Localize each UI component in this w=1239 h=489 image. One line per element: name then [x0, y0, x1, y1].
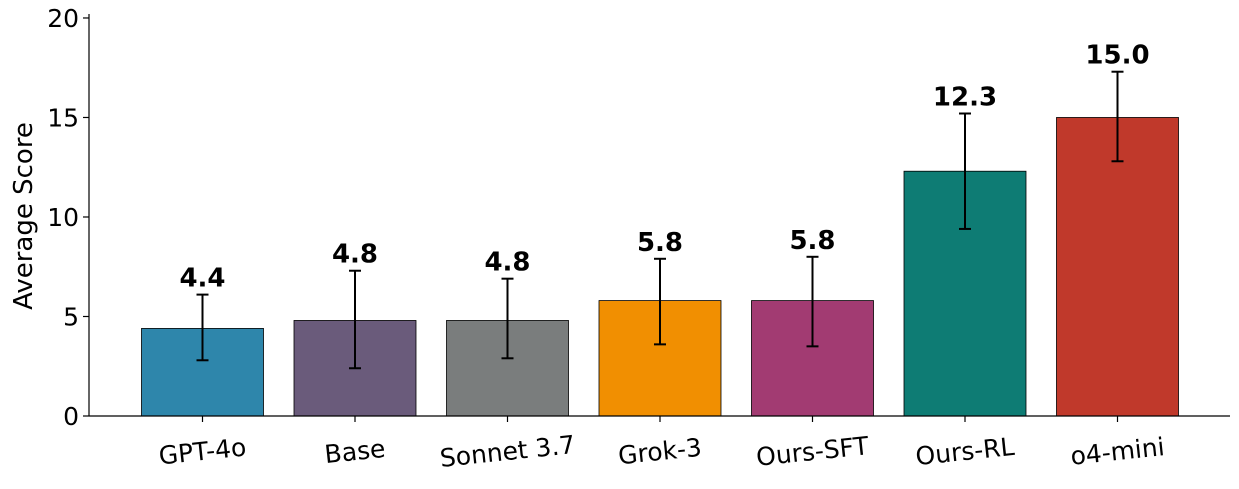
- y-tick-label: 20: [47, 4, 79, 33]
- error-bar: [806, 255, 819, 348]
- error-bar: [196, 293, 209, 362]
- x-tick-label: Grok-3: [617, 433, 703, 471]
- x-tick-label: Ours-RL: [914, 432, 1016, 471]
- y-tick-label: 10: [47, 203, 79, 232]
- x-tick-label: Base: [323, 434, 387, 469]
- x-tick-label: o4-mini: [1069, 432, 1166, 471]
- value-label: 15.0: [1085, 41, 1149, 71]
- error-bar: [959, 112, 971, 230]
- error-bar: [501, 277, 514, 360]
- x-tick-label: Ours-SFT: [755, 431, 871, 472]
- value-label: 5.8: [637, 228, 683, 258]
- y-tick-label: 0: [63, 402, 79, 431]
- y-tick-label: 5: [63, 302, 79, 331]
- error-bar: [349, 269, 361, 370]
- x-tick-label: Sonnet 3.7: [438, 430, 576, 473]
- value-label: 4.4: [179, 264, 225, 294]
- error-bar: [654, 257, 666, 346]
- value-label: 4.8: [332, 240, 378, 270]
- value-label: 4.8: [484, 248, 530, 278]
- x-tick-label: GPT-4o: [157, 433, 247, 471]
- value-label: 12.3: [933, 83, 997, 113]
- error-bar: [1111, 70, 1124, 163]
- bar-o4-mini: [1056, 117, 1179, 417]
- y-tick-label: 15: [47, 103, 79, 132]
- y-axis-title: Average Score: [9, 122, 39, 310]
- value-label: 5.8: [789, 226, 835, 256]
